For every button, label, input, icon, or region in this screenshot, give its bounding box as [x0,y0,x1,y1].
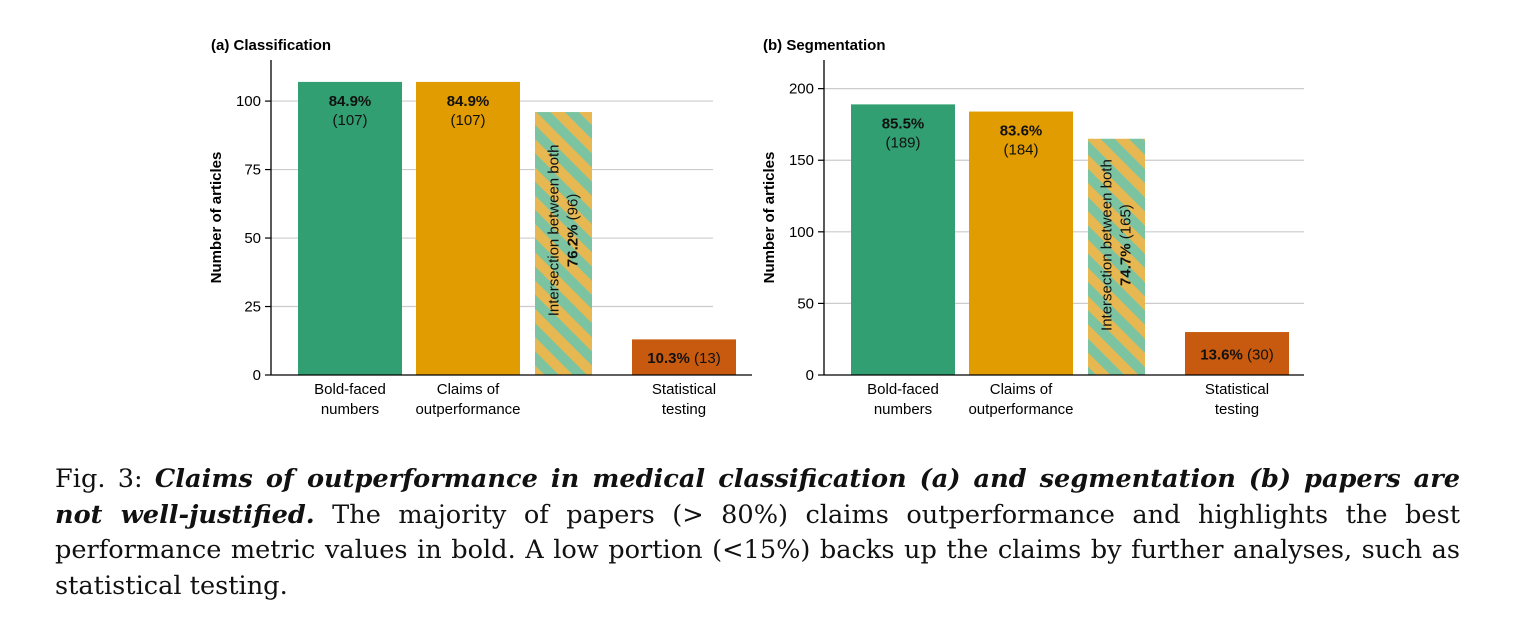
bar-percent-label: 84.9% [447,93,490,110]
bar-value-label: 74.7% (165) [1118,204,1135,286]
bar [851,104,955,376]
bar [416,81,520,376]
x-tick-label: Claims of outperformance [968,381,1073,418]
bar-count-label: (107) [450,112,485,129]
y-axis-label: Number of articles [761,152,778,284]
bar-percent-label: 83.6% [1000,123,1043,140]
y-axis-label: Number of articles [208,152,225,284]
bar-percent-label: 85.5% [882,115,925,132]
x-tick-label: Bold-faced numbers [314,381,386,418]
chart-classification: (a) Classification Number of articles 0 25 5… [208,37,752,418]
y-tick-label: 100 [236,93,261,110]
y-tick-label: 75 [244,162,261,179]
bar [1185,332,1289,375]
y-tick-label: 0 [253,367,261,384]
figure: (a) Classification Number of articles 0 25 5… [208,37,1304,418]
caption-headline: Claims of outperformance in medical clas… [55,464,1460,530]
y-tick-label: 25 [244,299,261,316]
bar [632,339,736,375]
x-tick-label: Statistical testing [1205,381,1269,418]
chart-segmentation: (b) Segmentation Number of articles 0 50 100… [761,37,1304,418]
bar [969,111,1073,375]
bar-count-label: (189) [885,134,920,151]
bar-count-label: (107) [332,112,367,129]
chart-title: (a) Classification [211,37,331,54]
y-tick-label: 50 [244,230,261,247]
figure-caption: Fig. 3: Claims of outperformance in medi… [55,462,1460,604]
bar-value-label: 13.6% (30) [1200,347,1273,364]
x-tick-label: Statistical testing [652,381,716,418]
bar-category-label: Intersection between both [546,144,563,316]
y-tick-label: 200 [789,81,814,98]
x-tick-label: Bold-faced numbers [867,381,939,418]
y-tick-label: 50 [797,295,814,312]
y-tick-label: 100 [789,224,814,241]
bar-category-label: Intersection between both [1099,159,1116,331]
bar [535,112,592,375]
chart-title: (b) Segmentation [763,37,886,54]
bar-percent-label: 84.9% [329,93,372,110]
y-tick-label: 150 [789,152,814,169]
y-tick-label: 0 [806,367,814,384]
x-tick-label: Claims of outperformance [415,381,520,418]
bar [298,81,402,376]
caption-prefix: Fig. 3: [55,464,155,494]
bar-value-label: 76.2% (96) [565,194,582,267]
bar [1088,138,1145,375]
bar-count-label: (184) [1003,142,1038,159]
caption-body: The majority of papers (> 80%) claims ou… [55,499,1460,601]
bar-value-label: 10.3% (13) [647,350,720,367]
